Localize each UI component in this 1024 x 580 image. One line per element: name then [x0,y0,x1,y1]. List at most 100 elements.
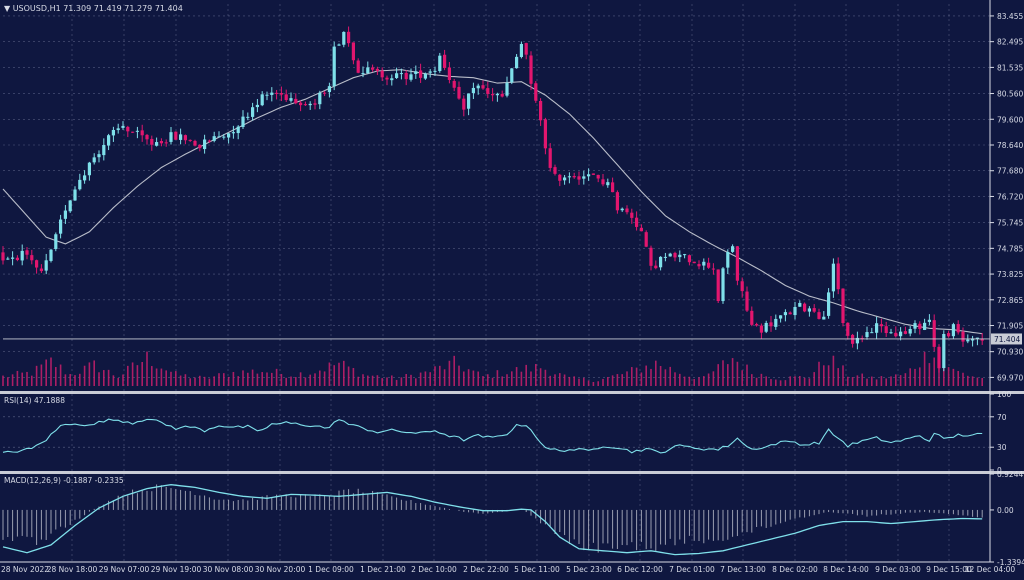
candle-bear [740,281,744,292]
candle-bear [572,176,576,178]
candle-bull [683,254,687,256]
pane-separator-rsi [0,471,1024,474]
candle-bull [798,302,802,307]
price-tick-label: 81.535 [997,63,1023,72]
candle-bear [635,217,639,227]
time-axis-label: 1 Dec 21:00 [360,565,406,574]
macd-tick-label: -1.3394 [997,558,1024,567]
candle-bear [375,68,379,71]
candle-bull [155,142,159,146]
candle-bear [385,77,389,80]
candle-bull [390,78,394,81]
candle-bull [678,254,682,258]
candle-bull [203,139,207,150]
candle-bear [279,93,283,95]
candle-bull [332,46,336,87]
candle-bull [927,319,931,322]
candle-bull [764,322,768,332]
candle-bull [44,260,48,271]
candle-bear [918,323,922,329]
candle-bull [212,136,216,141]
macd-tick-label: 0.9244 [997,470,1023,479]
candle-bull [822,316,826,320]
candle-bear [553,167,557,174]
time-axis-label: 8 Dec 14:00 [823,565,869,574]
candle-bear [159,140,163,144]
candle-bull [260,94,264,106]
candle-bear [275,92,279,94]
candle-bear [947,333,951,337]
candle-bull [169,132,173,142]
candle-bull [476,85,480,89]
rsi-tick-label: 0 [997,466,1002,475]
candle-bull [951,324,955,337]
candle-bull [78,179,82,190]
candle-bear [534,83,538,101]
candle-bull [726,251,730,268]
candle-bear [25,250,29,255]
candle-bear [615,192,619,211]
candle-bear [601,179,605,185]
time-axis-label: 8 Dec 02:00 [772,565,818,574]
candle-bull [179,134,183,140]
candle-bull [870,332,874,334]
candle-bear [313,103,317,105]
time-axis-label: 30 Nov 08:00 [203,565,254,574]
candle-bull [779,315,783,319]
candle-bear [735,246,739,281]
candle-bull [865,332,869,338]
time-axis-label: 28 Nov 2022 [1,565,49,574]
candle-bear [577,176,581,180]
candle-bear [419,70,423,78]
candle-bear [894,332,898,337]
price-tick-label: 75.745 [997,219,1023,228]
candle-bull [227,133,231,138]
candle-bull [923,322,927,330]
candle-bear [145,134,149,140]
candle-bull [428,71,432,73]
candle-bull [97,154,101,158]
candle-bear [404,72,408,80]
candle-bear [711,268,715,270]
candle-bull [87,162,91,176]
candle-bull [49,249,53,261]
candle-bull [217,136,221,138]
time-axis-label: 12 Dec 04:00 [965,565,1016,574]
candle-bear [380,70,384,78]
candle-bear [351,42,355,61]
candle-bear [481,85,485,89]
candle-bear [529,55,533,84]
candle-bull [587,174,591,177]
candle-bull [246,116,250,118]
candle-bear [198,144,202,149]
candle-bull [68,200,72,212]
candle-bear [558,174,562,181]
price-tick-label: 72.865 [997,296,1023,305]
candle-bull [807,308,811,312]
candle-bear [649,247,653,266]
candle-bull [515,56,519,69]
candle-bull [399,73,403,75]
macd-signal-line [2,484,983,556]
candle-bull [289,98,293,101]
candle-bull [495,93,499,96]
price-tick-label: 82.495 [997,38,1023,47]
candle-bull [899,331,903,337]
candle-bull [102,145,106,156]
candle-bear [716,269,720,302]
time-axis-label: 9 Dec 03:00 [875,565,921,574]
candle-bull [251,107,255,117]
candle-bull [505,82,509,96]
candle-bear [961,331,965,342]
candle-bear [803,303,807,312]
candle-bull [121,125,125,128]
candle-bull [433,70,437,72]
candle-bear [462,98,466,110]
candle-bull [318,92,322,105]
candle-bull [337,44,341,46]
candle-bear [937,346,941,369]
candle-bear [491,94,495,96]
candle-bear [903,331,907,334]
candle-bull [20,250,24,261]
